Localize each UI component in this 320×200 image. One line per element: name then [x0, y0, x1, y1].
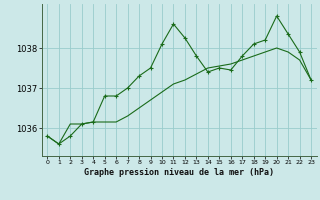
X-axis label: Graphe pression niveau de la mer (hPa): Graphe pression niveau de la mer (hPa) [84, 168, 274, 177]
